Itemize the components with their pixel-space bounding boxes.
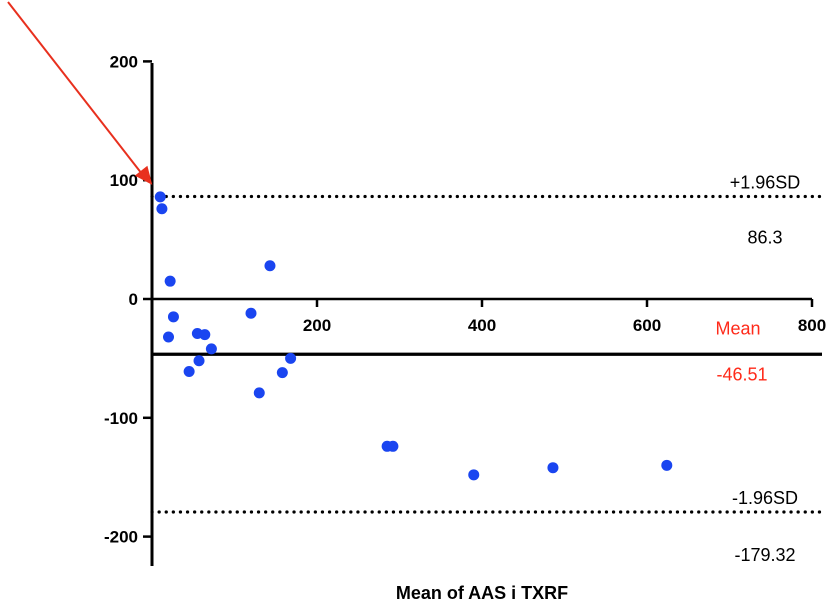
data-point (193, 355, 205, 367)
data-point (156, 203, 168, 215)
data-point (183, 365, 195, 377)
data-point (547, 462, 559, 474)
data-point (154, 191, 166, 203)
data-point (163, 331, 174, 343)
data-point (264, 260, 276, 272)
annotation-arrow (7, 1, 153, 185)
reference-value-label: -179.32 (734, 545, 795, 565)
y-tick-label: -200 (104, 528, 138, 547)
data-points (154, 191, 673, 481)
data-point (205, 343, 217, 355)
data-point (245, 307, 257, 319)
y-tick-label: 200 (110, 52, 138, 71)
y-axis-ticks: 200 100 0 -100 -200 (104, 52, 152, 547)
reference-name-label: -1.96SD (732, 488, 798, 508)
x-axis-ticks: 200 400 600 800 (303, 299, 826, 335)
data-point (387, 440, 399, 452)
x-tick-label: 600 (633, 316, 661, 335)
data-point (285, 352, 297, 364)
y-tick-label: 0 (129, 290, 138, 309)
data-point (468, 469, 480, 481)
arrow-head (134, 165, 153, 185)
reference-name-label: +1.96SD (730, 172, 801, 192)
y-tick-label: 100 (110, 171, 138, 190)
reference-value-label: -46.51 (716, 364, 767, 384)
data-point (661, 459, 673, 471)
x-tick-label: 200 (303, 316, 331, 335)
arrow-shaft (7, 1, 146, 178)
reference-lines (150, 194, 824, 514)
data-point (253, 387, 265, 399)
data-point (167, 311, 179, 323)
data-point (164, 275, 176, 287)
x-tick-label: 800 (798, 316, 826, 335)
y-tick-label: -100 (104, 409, 138, 428)
x-axis-title: Mean of AAS i TXRF (396, 583, 568, 603)
x-tick-label: 400 (468, 316, 496, 335)
data-point (199, 329, 211, 341)
reference-name-label: Mean (715, 318, 760, 338)
reference-line-labels: +1.96SD 86.3 Mean -46.51 -1.96SD -179.32 (715, 172, 800, 565)
reference-value-label: 86.3 (747, 227, 782, 247)
data-point (276, 367, 288, 379)
